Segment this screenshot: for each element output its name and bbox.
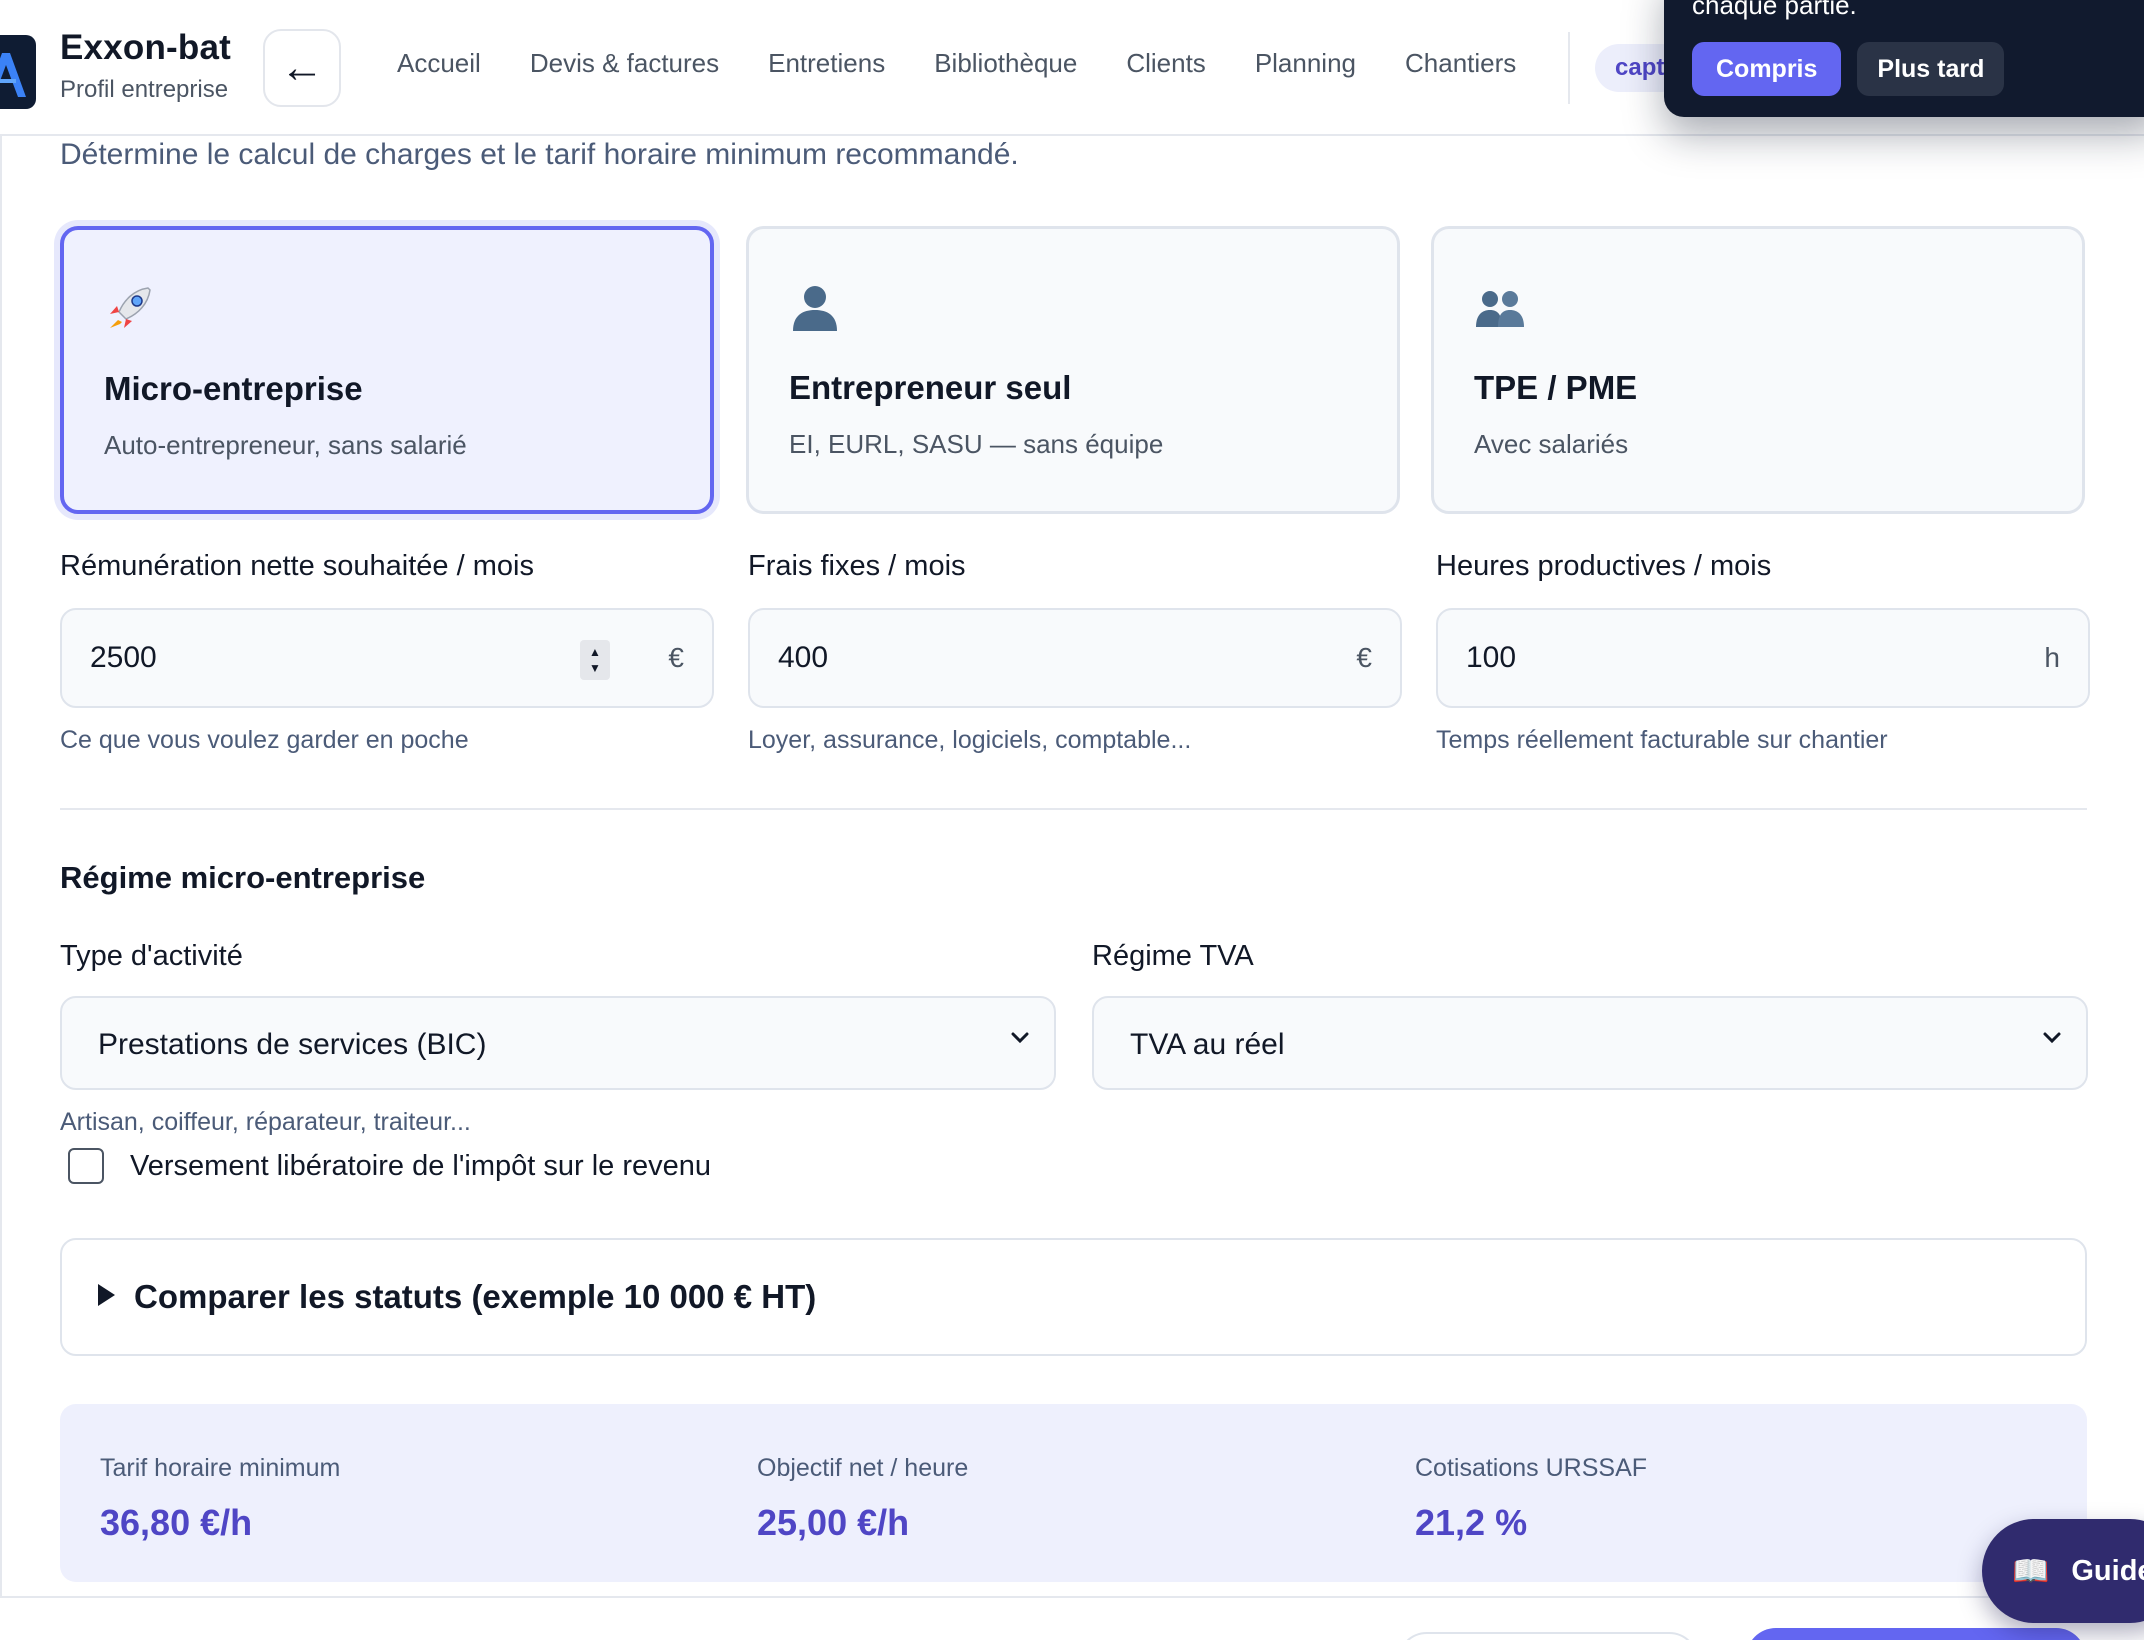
section-divider [60,808,2087,810]
status-title: Entrepreneur seul [789,369,1072,406]
remuneration-field[interactable]: ▲ ▼ € [60,608,714,708]
heures-label: Heures productives / mois [1436,550,1772,582]
nav-accueil[interactable]: Accueil [397,48,481,78]
status-desc: EI, EURL, SASU — sans équipe [789,429,1164,459]
nav-entretiens[interactable]: Entretiens [768,48,886,78]
euro-unit: € [668,642,684,673]
status-desc: Auto-entrepreneur, sans salarié [104,430,467,460]
heures-field[interactable]: h [1436,608,2090,708]
frais-fixes-input[interactable] [750,641,1270,675]
popover-text: chaque partie. [1692,0,1857,20]
status-card-tpe-pme[interactable]: TPE / PME Avec salariés [1431,226,2085,514]
remuneration-input[interactable] [62,641,582,675]
primary-footer-button[interactable] [1746,1628,2086,1640]
heures-hint: Temps réellement facturable sur chantier [1436,726,1888,754]
frais-fixes-field[interactable]: € [748,608,1402,708]
nav-bibliotheque[interactable]: Bibliothèque [934,48,1078,78]
brand-subtitle: Profil entreprise [60,76,229,103]
rocket-icon [110,287,151,328]
result-label: Cotisations URSSAF [1415,1454,1648,1482]
regime-title: Régime micro-entreprise [60,860,426,895]
number-stepper[interactable]: ▲ ▼ [580,640,610,680]
people-icon [1476,291,1524,327]
tva-select[interactable]: TVA au réel [1092,996,2088,1090]
stepper-up-icon[interactable]: ▲ [589,645,601,659]
euro-unit: € [1356,642,1372,673]
back-button[interactable]: ← [263,29,341,107]
result-label: Tarif horaire minimum [100,1454,341,1482]
tarif-horaire-value: 36,80 €/h [100,1502,253,1543]
compare-statuts-label: Comparer les statuts (exemple 10 000 € H… [134,1278,817,1315]
nav-planning[interactable]: Planning [1254,48,1357,78]
hours-unit: h [2044,642,2060,673]
objectif-net-value: 25,00 €/h [757,1502,910,1543]
versement-liberatoire-label: Versement libératoire de l'impôt sur le … [130,1149,711,1182]
activity-hint: Artisan, coiffeur, réparateur, traiteur.… [60,1108,471,1136]
remuneration-hint: Ce que vous voulez garder en poche [60,726,469,754]
section-intro: Détermine le calcul de charges et le tar… [60,138,1019,171]
brand-name: Exxon-bat [60,28,231,67]
status-title: Micro-entreprise [104,370,363,407]
guide-label: Guide [2071,1554,2144,1587]
profile-card: Détermine le calcul de charges et le tar… [0,136,2144,1596]
versement-liberatoire-row[interactable]: Versement libératoire de l'impôt sur le … [68,1148,711,1184]
compris-button[interactable]: Compris [1692,42,1842,96]
nav-clients[interactable]: Clients [1126,48,1206,78]
brand: Exxon-bat Profil entreprise [60,28,231,104]
status-card-micro[interactable]: Micro-entreprise Auto-entrepreneur, sans… [60,226,714,514]
compare-statuts-toggle[interactable]: Comparer les statuts (exemple 10 000 € H… [60,1238,2087,1356]
arrow-left-icon: ← [280,43,324,92]
status-card-entrepreneur[interactable]: Entrepreneur seul EI, EURL, SASU — sans … [746,226,1400,514]
tva-label: Régime TVA [1092,940,1254,972]
book-icon: 📖 [2012,1554,2050,1588]
plus-tard-button[interactable]: Plus tard [1857,42,2005,96]
activity-select[interactable]: Prestations de services (BIC) [60,996,1056,1090]
stepper-down-icon[interactable]: ▼ [589,661,601,675]
versement-liberatoire-checkbox[interactable] [68,1148,104,1184]
frais-fixes-label: Frais fixes / mois [748,550,966,582]
results-panel: Tarif horaire minimum 36,80 €/h Objectif… [60,1404,2087,1582]
activity-label: Type d'activité [60,940,243,972]
triangle-right-icon [98,1284,115,1306]
person-icon [793,286,837,331]
heures-input[interactable] [1438,641,1958,675]
footer-bar [0,1596,2144,1640]
status-title: TPE / PME [1474,369,1638,406]
remuneration-label: Rémunération nette souhaitée / mois [60,550,534,582]
status-desc: Avec salariés [1474,429,1629,459]
nav-divider [1568,32,1570,104]
chevron-down-icon [2043,1032,2061,1044]
nav-devis-factures[interactable]: Devis & factures [529,48,720,78]
cotisations-value: 21,2 % [1415,1502,1528,1543]
guide-button[interactable]: 📖 Guide [1982,1519,2144,1623]
nav-chantiers[interactable]: Chantiers [1405,48,1517,78]
secondary-footer-button[interactable] [1397,1632,1699,1640]
main-nav: Accueil Devis & factures Entretiens Bibl… [397,48,1541,79]
app-logo-icon[interactable] [0,35,36,109]
onboarding-popover: chaque partie. Compris Plus tard [1664,0,2144,117]
tva-select-value: TVA au réel [1130,1028,1285,1061]
result-label: Objectif net / heure [757,1454,969,1482]
chevron-down-icon [1011,1032,1029,1044]
activity-select-value: Prestations de services (BIC) [98,1028,487,1061]
frais-fixes-hint: Loyer, assurance, logiciels, comptable..… [748,726,1192,754]
